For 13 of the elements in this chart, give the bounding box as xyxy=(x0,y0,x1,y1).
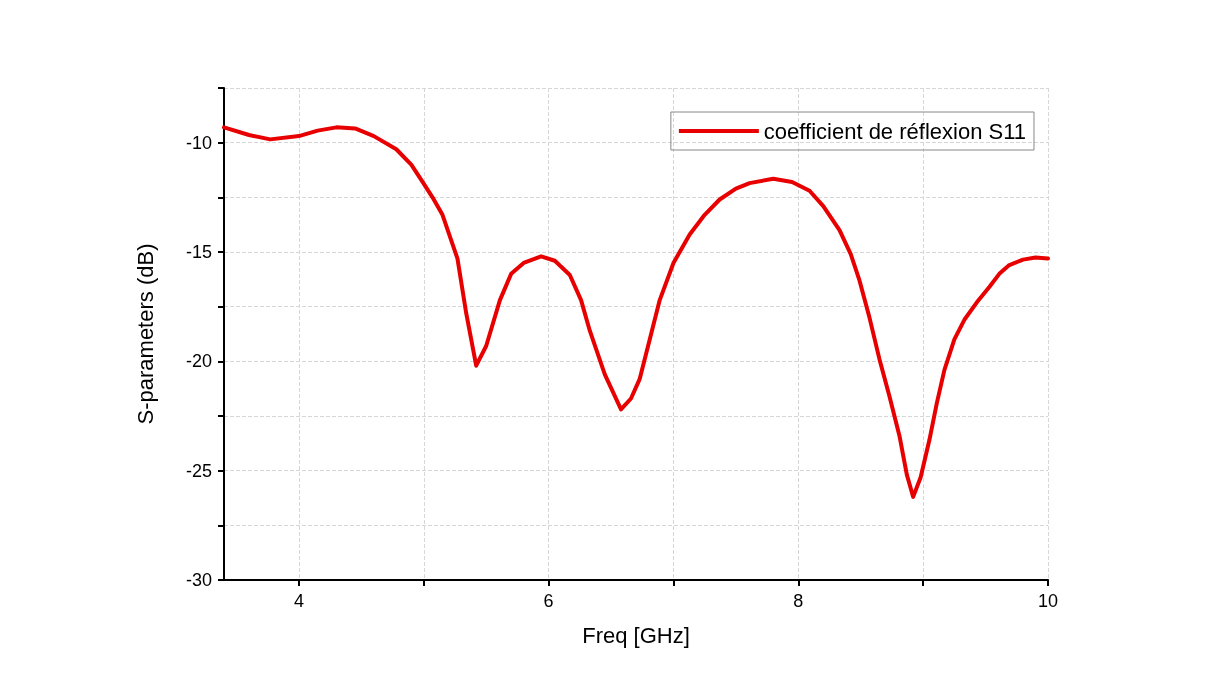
x-axis-title: Freq [GHz] xyxy=(582,622,690,648)
legend-label: coefficient de réflexion S11 xyxy=(763,118,1027,144)
y-tick-label: -30 xyxy=(185,570,212,590)
x-tick-label: 8 xyxy=(793,591,804,611)
x-tick-label: 10 xyxy=(1037,591,1059,611)
y-tick-label: -25 xyxy=(185,460,212,481)
y-axis-title: S-parameters (dB) xyxy=(132,243,158,425)
x-tick-label: 6 xyxy=(543,591,554,611)
x-tick-label: 4 xyxy=(293,591,304,611)
y-tick-label: -10 xyxy=(185,132,212,153)
y-tick-label: -20 xyxy=(185,351,212,372)
y-tick-label: -15 xyxy=(185,242,212,262)
line-series xyxy=(222,125,1050,499)
